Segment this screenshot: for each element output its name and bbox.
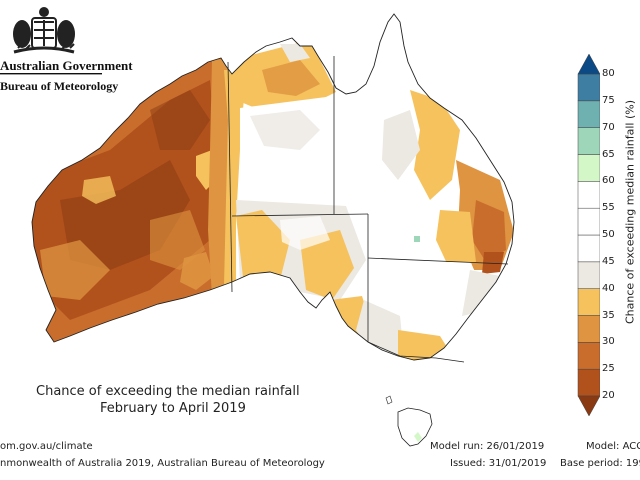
footer-model-run: Model run: 26/01/2019 [430,441,545,452]
legend-band [577,234,600,263]
map-period: February to April 2019 [100,401,246,416]
legend-min-arrow [577,395,600,417]
legend-tick-label: 75 [602,94,615,106]
legend-tick-label: 60 [602,175,615,187]
legend-label: Chance of exceeding median rainfall (%) [623,99,637,325]
footer-issued: Issued: 31/01/2019 [450,458,547,469]
coat-of-arms-logo [13,7,75,54]
footer-model: Model: ACC [586,441,640,452]
state-borders [227,56,509,363]
legend-band [577,154,600,182]
legend-band [577,315,600,343]
legend-tick-label: 70 [602,121,615,133]
legend-band [577,342,600,370]
legend-tick-label: 45 [602,255,615,267]
coastline [31,13,515,361]
island [385,395,393,405]
legend-tick-label: 35 [602,309,615,321]
footer-copyright: nmonwealth of Australia 2019, Australian… [0,458,325,469]
legend-band [577,207,600,236]
legend-band [577,181,600,209]
legend-tick-label: 65 [602,148,615,160]
map-title: Chance of exceeding the median rainfall [36,384,300,399]
legend-tick-label: 40 [602,282,615,294]
tasmania [397,407,433,447]
legend-tick-label: 25 [602,363,615,375]
legend-tick-label: 30 [602,336,615,348]
legend-max-arrow [577,53,600,75]
legend-tick-label: 20 [602,390,615,401]
legend-band [577,73,600,102]
legend-colorbar [577,53,600,417]
legend-band [577,261,600,289]
legend-tick-label: 80 [602,68,615,79]
probability-shading [32,40,514,360]
legend-tick-label: 50 [602,229,615,240]
legend-band [577,100,600,128]
legend-band [577,127,600,155]
legend-band [577,288,600,316]
footer-base-period: Base period: 1990 [560,458,640,469]
legend-tick-label: 55 [602,202,615,214]
legend-band [577,368,600,397]
bureau-name: Bureau of Meteorology [0,79,119,93]
government-name: Australian Government [0,58,133,73]
tasmania-green-patch [414,432,422,442]
footer-url: om.gov.au/climate [0,441,93,452]
header-rule [0,73,102,75]
